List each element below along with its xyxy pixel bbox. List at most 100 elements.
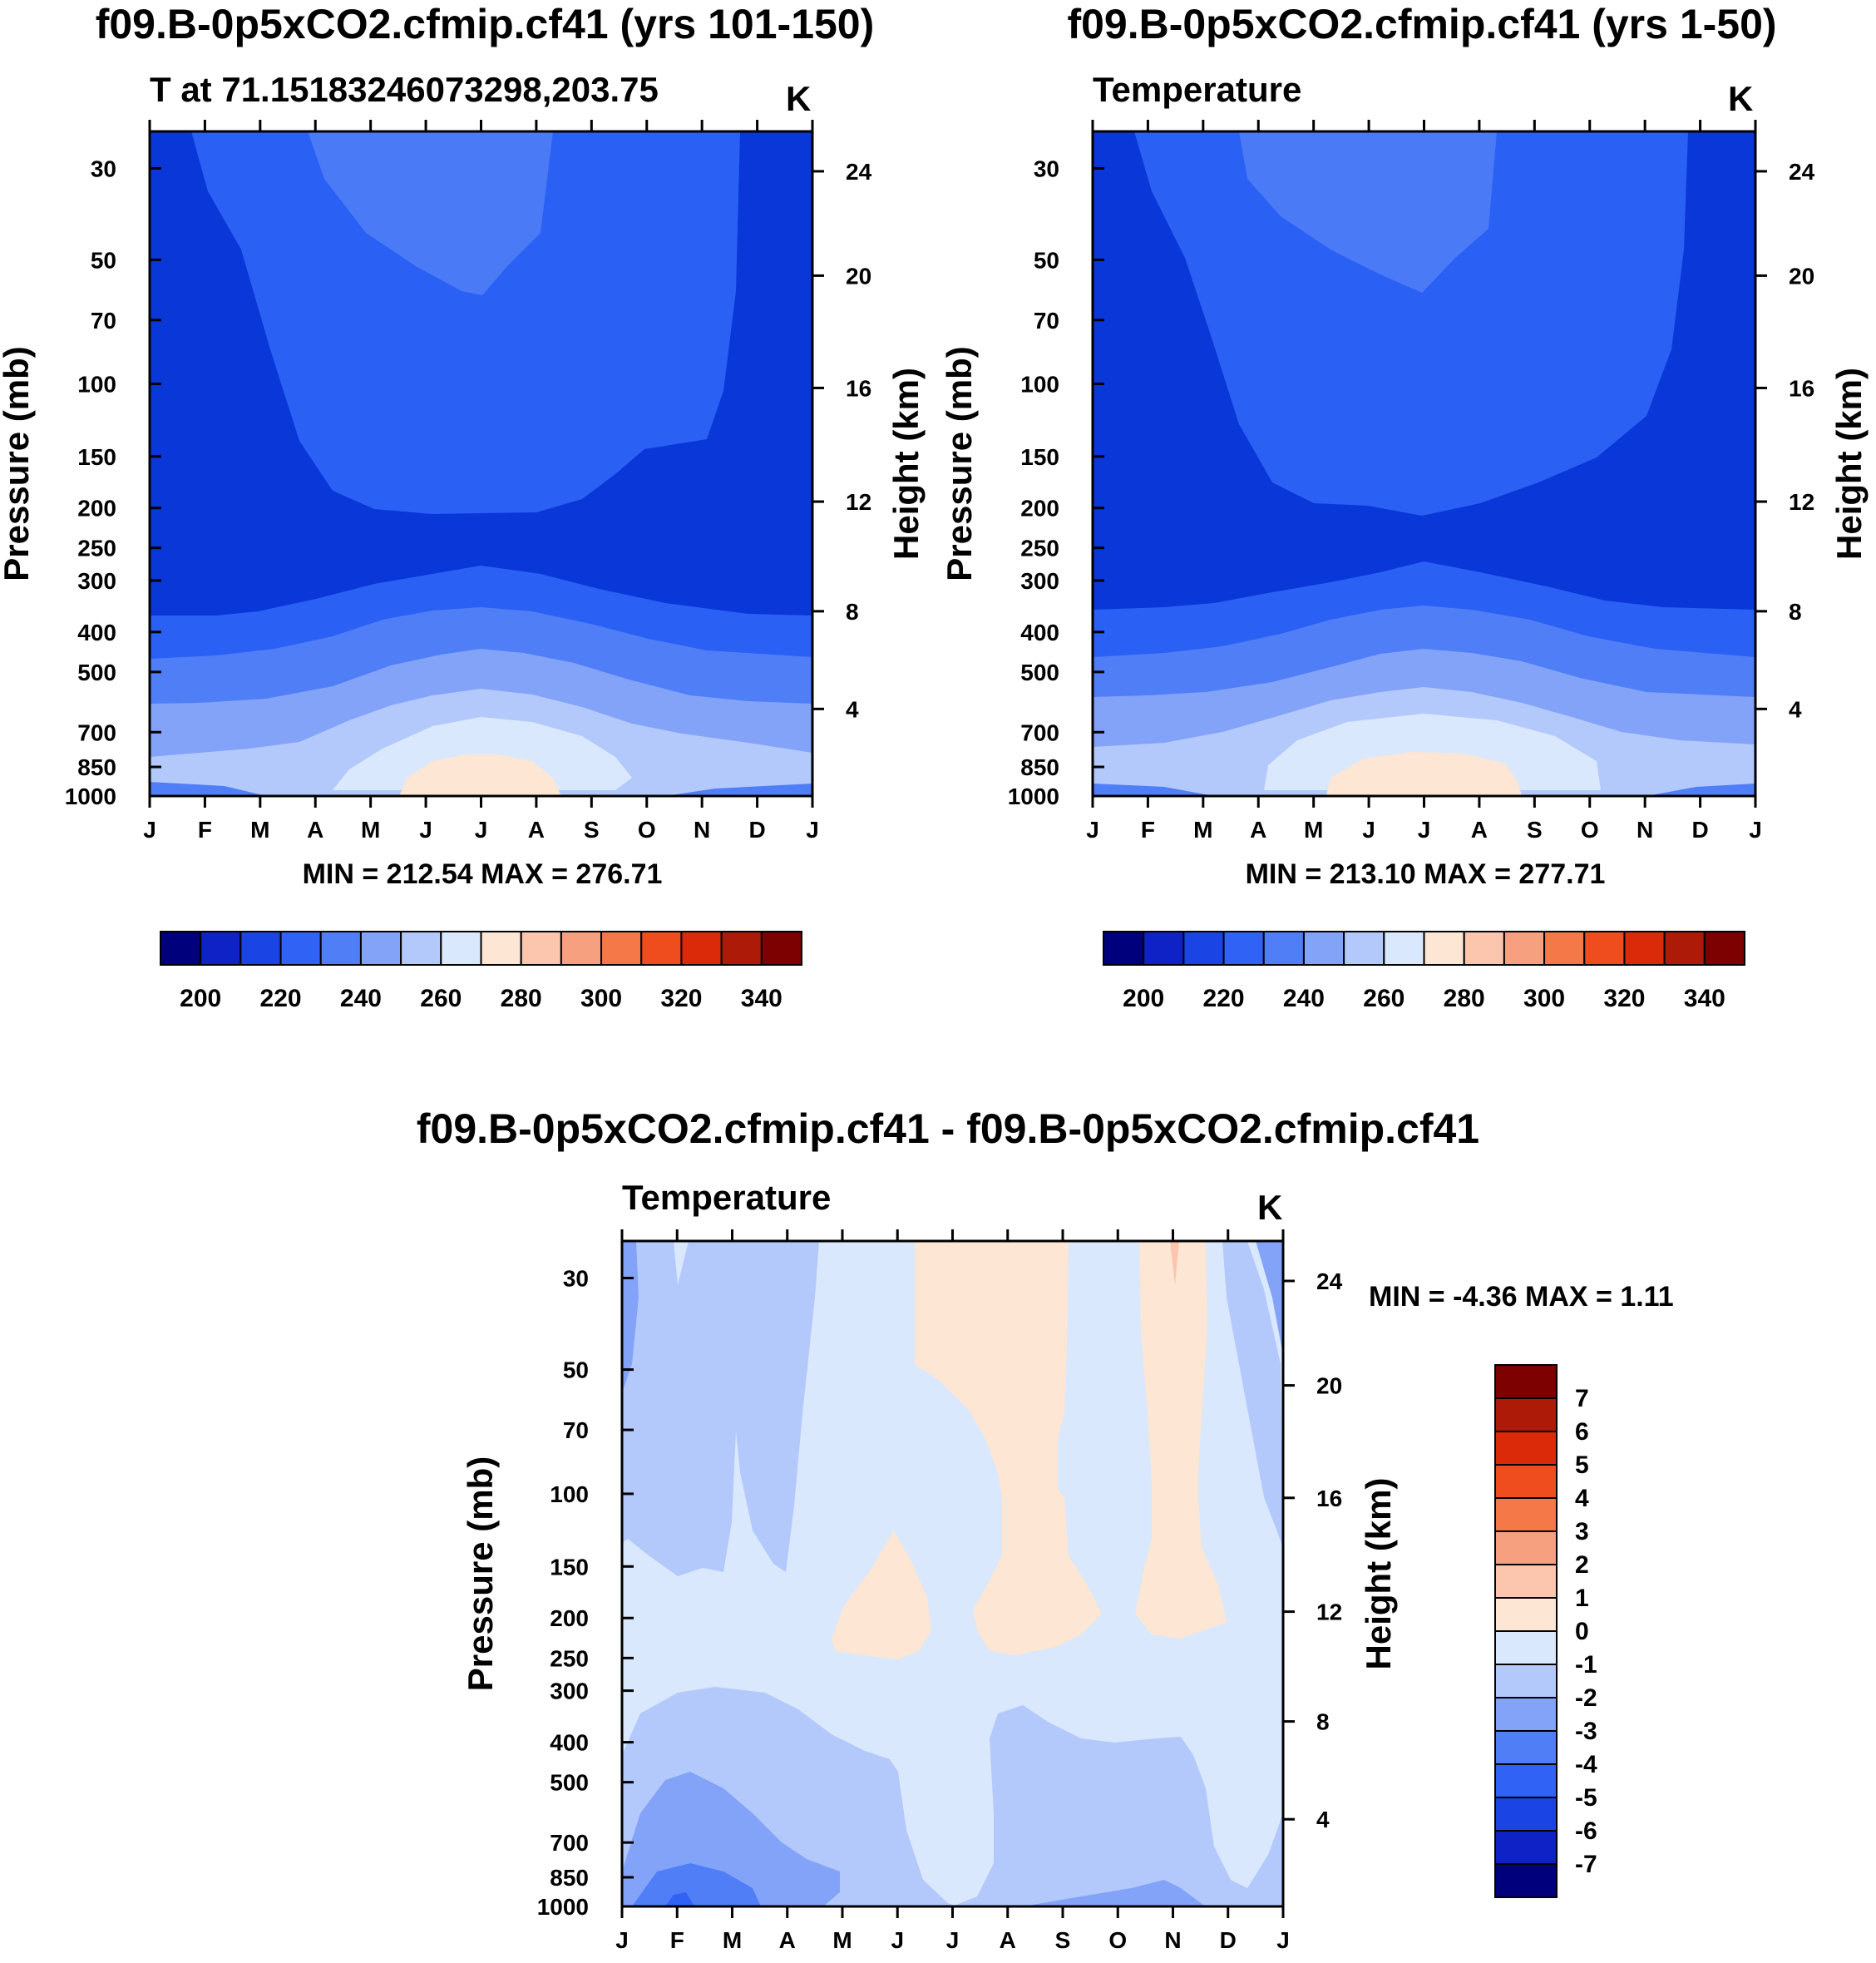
y2-tick-label: 4 — [1789, 696, 1802, 722]
x-tick-label: F — [670, 1927, 684, 1953]
y-tick-label: 50 — [1034, 247, 1059, 273]
y-tick-label: 150 — [550, 1554, 589, 1580]
p1-band-260-bottom — [150, 782, 266, 796]
p3-band-m1-left — [622, 1241, 819, 1576]
colorbar-label: 6 — [1575, 1418, 1589, 1446]
x-tick-label: M — [250, 817, 269, 843]
y-tick-label: 1000 — [65, 784, 116, 809]
y2-tick-label: 8 — [846, 599, 859, 625]
colorbar-swatch — [1494, 1564, 1558, 1599]
y-tick-label: 1000 — [537, 1894, 589, 1920]
colorbar-swatch — [1494, 1697, 1558, 1732]
p3-band-m2-bottom-right — [1023, 1880, 1206, 1906]
colorbar-label: 320 — [660, 985, 702, 1012]
colorbar-label: 1 — [1575, 1585, 1589, 1612]
colorbar-swatch — [1463, 931, 1505, 966]
panel1-subtitle: T at 71.15183246073298,203.75 — [150, 70, 659, 109]
y-tick-label: 30 — [91, 156, 116, 181]
colorbar-label: 2 — [1575, 1551, 1589, 1579]
colorbar-label: 240 — [1283, 985, 1325, 1012]
panel3-contours — [622, 1241, 1283, 1906]
colorbar-label: 280 — [501, 985, 542, 1012]
x-tick-label: O — [1581, 817, 1599, 843]
y-tick-label: 1000 — [1008, 784, 1059, 809]
colorbar-swatch — [1494, 1431, 1558, 1466]
x-tick-label: F — [198, 817, 212, 843]
p3-band-p2-right-tip — [1170, 1241, 1179, 1285]
x-tick-label: S — [1055, 1927, 1071, 1953]
y2-tick-label: 12 — [1316, 1600, 1342, 1625]
colorbar-label: 220 — [1203, 985, 1245, 1012]
colorbar-label: 260 — [1363, 985, 1405, 1012]
y-tick-label: 500 — [1020, 660, 1059, 685]
x-tick-label: M — [832, 1927, 852, 1953]
p2-band-270 — [1326, 752, 1522, 796]
y2-axis-title: Height (km) — [1359, 1478, 1398, 1670]
colorbar-swatch — [1143, 931, 1185, 966]
y-axis-title: Pressure (mb) — [940, 346, 979, 581]
colorbar-label: 260 — [420, 985, 462, 1012]
x-tick-label: N — [694, 817, 710, 843]
p1-band-270 — [399, 754, 561, 796]
colorbar-swatch — [1494, 1630, 1558, 1665]
panel1-minmax: MIN = 212.54 MAX = 276.71 — [302, 858, 663, 890]
colorbar-label: 280 — [1444, 985, 1485, 1012]
colorbar-swatch — [760, 931, 802, 966]
y-tick-label: 50 — [563, 1357, 589, 1383]
y2-axis-title: Height (km) — [1829, 368, 1869, 560]
colorbar-swatch — [279, 931, 322, 966]
x-tick-label: A — [1250, 817, 1266, 843]
panel2-units: K — [1728, 79, 1754, 118]
y-tick-label: 400 — [77, 620, 116, 645]
y-tick-label: 200 — [550, 1605, 589, 1631]
y2-axis-title: Height (km) — [886, 368, 926, 560]
y2-tick-label: 24 — [1316, 1268, 1343, 1294]
colorbar-swatch — [600, 931, 643, 966]
panel1-axes: J F M A M J J A S O N D J 30 50 70 100 150 200 250 300 400 500… — [0, 120, 926, 843]
y-tick-label: 100 — [77, 372, 116, 398]
p3-band-p1-mid — [915, 1241, 1102, 1655]
y2-tick-label: 16 — [846, 375, 871, 401]
y-tick-label: 250 — [1020, 536, 1059, 561]
y2-tick-label: 12 — [846, 489, 871, 515]
colorbar-swatch — [1302, 931, 1345, 966]
p1-band-230-upper — [308, 131, 553, 295]
x-tick-label: J — [1418, 817, 1431, 843]
y-tick-label: 850 — [77, 754, 116, 780]
colorbar-label: 220 — [260, 985, 302, 1012]
colorbar-swatch — [359, 931, 402, 966]
x-tick-label: D — [1691, 817, 1708, 843]
colorbar-label: -5 — [1575, 1784, 1597, 1812]
y-tick-label: 50 — [91, 247, 116, 273]
p3-band-m1-lower-right — [952, 1705, 1283, 1906]
colorbar-swatch — [440, 931, 482, 966]
p2-band-bottom-left — [1093, 784, 1214, 796]
x-tick-label: N — [1164, 1927, 1181, 1953]
x-tick-label: J — [419, 817, 432, 843]
y-tick-label: 70 — [91, 308, 116, 334]
colorbar-label: -4 — [1575, 1751, 1597, 1778]
x-tick-label: J — [1276, 1927, 1290, 1953]
y-tick-label: 150 — [1020, 444, 1059, 470]
colorbar-swatch — [1494, 1497, 1558, 1532]
y-tick-label: 500 — [77, 660, 116, 685]
p2-band-220-upper — [1134, 131, 1688, 516]
y2-tick-label: 20 — [846, 263, 871, 289]
x-tick-label: J — [475, 817, 488, 843]
y2-tick-label: 16 — [1316, 1486, 1342, 1511]
y-tick-label: 400 — [1020, 620, 1059, 645]
colorbar-label: 320 — [1603, 985, 1645, 1012]
y2-tick-label: 4 — [846, 696, 859, 722]
y-tick-label: 30 — [563, 1266, 589, 1292]
x-tick-label: A — [779, 1927, 796, 1953]
y-tick-label: 400 — [550, 1730, 589, 1756]
y-tick-label: 250 — [550, 1645, 589, 1671]
colorbar-swatch — [1103, 931, 1145, 966]
y2-tick-label: 8 — [1789, 599, 1802, 625]
panel1-contours — [150, 131, 812, 796]
p1-band-220-upper — [191, 131, 740, 514]
y-tick-label: 70 — [1034, 308, 1059, 334]
y-tick-label: 300 — [1020, 568, 1059, 594]
colorbar-panel1: 200 220 240 260 280 300 320 340 — [160, 931, 802, 1012]
